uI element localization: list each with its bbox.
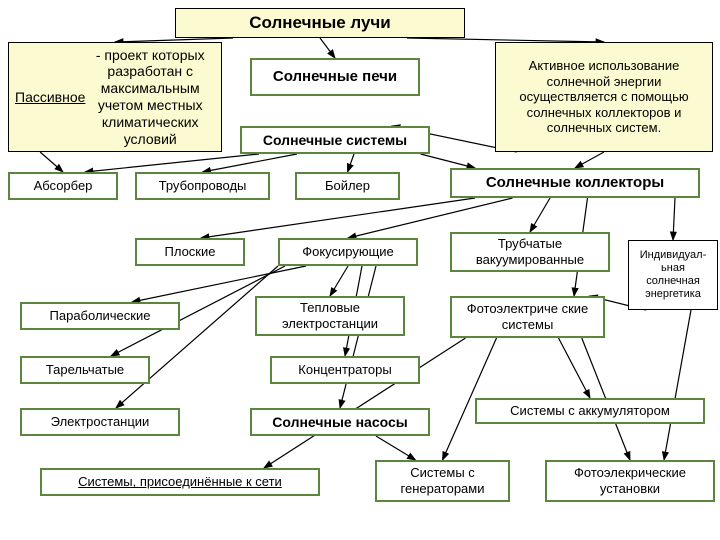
node-photoinst: Фотоэлекрические установки [545,460,715,502]
node-focusing: Фокусирующие [278,238,418,266]
arrow [116,266,278,408]
arrow [40,152,63,172]
arrow [320,38,335,58]
node-pumps: Солнечные насосы [250,408,430,436]
arrow [85,154,259,172]
node-systems: Солнечные системы [240,126,430,154]
node-individual: Индивидуал-ьная солнечная энергетика [628,240,718,310]
arrow [203,154,298,172]
node-pipes: Трубопроводы [135,172,270,200]
node-battery: Системы с аккумулятором [475,398,705,424]
node-absorber: Абсорбер [8,172,118,200]
arrow [559,338,591,398]
node-dish: Тарельчатые [20,356,150,384]
node-passive: Пассивное - проект которых разработан с … [8,42,222,152]
arrow [664,310,691,460]
arrow [575,152,604,168]
node-flat: Плоские [135,238,245,266]
node-grid: Системы, присоединённые к сети [40,468,320,496]
arrow [673,198,675,240]
arrow [340,266,376,408]
node-title: Солнечные лучи [175,8,465,38]
node-collectors: Солнечные коллекторы [450,168,700,198]
arrow [201,198,475,238]
node-active: Активное использование солнечной энергии… [495,42,713,152]
node-vacuum: Трубчатые вакуумированные [450,232,610,272]
node-generators: Системы с генераторами [375,460,510,502]
arrow [530,198,550,232]
arrow [330,266,348,296]
node-parabolic: Параболические [20,302,180,330]
arrow [376,436,416,460]
arrow [421,154,476,168]
node-concentr: Концентраторы [270,356,420,384]
node-power: Электростанции [20,408,180,436]
node-furnaces: Солнечные печи [250,58,420,96]
arrow [348,154,355,172]
node-photo: Фотоэлектриче ские системы [450,296,605,338]
node-boiler: Бойлер [295,172,400,200]
node-thermal: Тепловые электростанции [255,296,405,336]
